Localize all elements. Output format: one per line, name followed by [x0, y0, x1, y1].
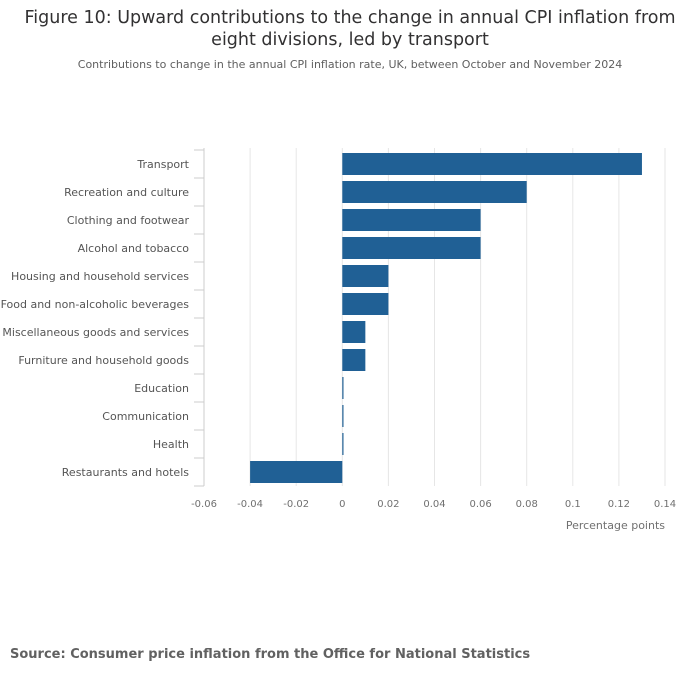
- x-tick-label: 0.1: [565, 499, 581, 510]
- bar: [342, 181, 527, 203]
- category-label: Alcohol and tobacco: [78, 242, 190, 255]
- bar: [342, 237, 481, 259]
- bar: [342, 293, 389, 315]
- x-tick-label: 0.12: [608, 499, 630, 510]
- category-label: Restaurants and hotels: [62, 466, 189, 479]
- chart-title: Figure 10: Upward contributions to the c…: [24, 8, 676, 50]
- bars: [250, 153, 642, 483]
- category-label: Food and non-alcoholic beverages: [1, 298, 190, 311]
- bar: [342, 265, 389, 287]
- x-tick-label: 0.06: [469, 499, 491, 510]
- bar: [342, 377, 344, 399]
- x-tick-label: -0.02: [283, 499, 309, 510]
- axes: -0.06 -0.04 -0.02 0 0.02 0.04 0.06 0.08 0.1 0.12 0…: [1, 148, 676, 532]
- x-tick-label: 0.08: [516, 499, 538, 510]
- category-label: Education: [134, 382, 189, 395]
- bar: [342, 321, 366, 343]
- bar: [342, 153, 642, 175]
- category-label: Clothing and footwear: [67, 214, 190, 227]
- category-label: Housing and household services: [11, 270, 189, 283]
- bar: [342, 405, 344, 427]
- bar: [250, 461, 343, 483]
- x-tick-label: 0.04: [423, 499, 445, 510]
- category-label: Health: [153, 438, 189, 451]
- category-label: Furniture and household goods: [18, 354, 189, 367]
- category-label: Miscellaneous goods and services: [2, 326, 189, 339]
- bar: [342, 209, 481, 231]
- x-tick-label: 0.14: [654, 499, 676, 510]
- gridlines: [249, 148, 666, 486]
- x-tick-label: -0.04: [237, 499, 263, 510]
- category-label: Recreation and culture: [64, 186, 189, 199]
- x-axis-title: Percentage points: [566, 519, 665, 532]
- category-label: Transport: [136, 158, 189, 171]
- x-tick-label: 0.02: [377, 499, 399, 510]
- bar: [342, 349, 366, 371]
- bar: [342, 433, 344, 455]
- x-tick-label: 0: [339, 499, 345, 510]
- x-tick-label: -0.06: [191, 499, 217, 510]
- source-note: Source: Consumer price inflation from th…: [10, 647, 531, 662]
- chart-subtitle: Contributions to change in the annual CP…: [77, 58, 623, 71]
- category-label: Communication: [102, 410, 189, 423]
